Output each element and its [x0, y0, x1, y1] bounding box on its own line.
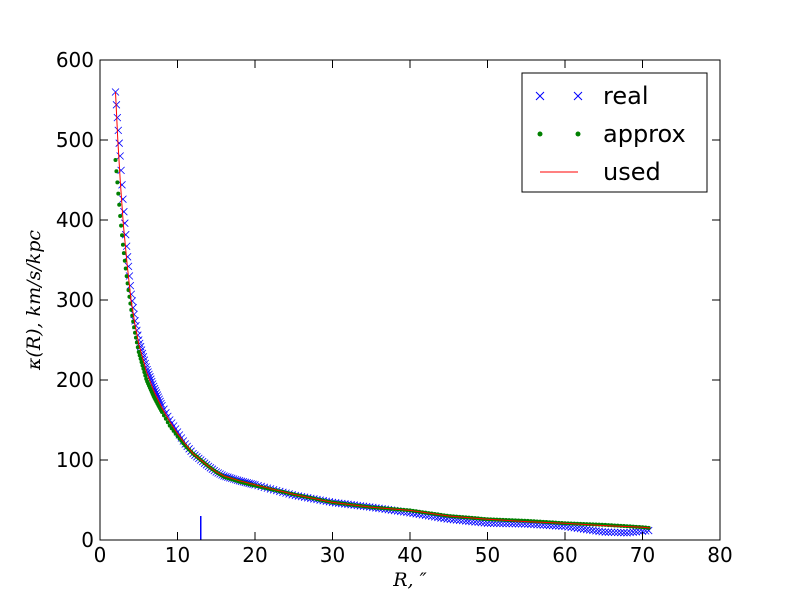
y-tick-label: 400	[56, 208, 94, 232]
data-point-real	[121, 230, 130, 239]
legend-marker-approx	[575, 131, 581, 137]
data-point-real	[626, 528, 634, 537]
data-point-approx	[122, 258, 127, 263]
data-point-real	[623, 529, 631, 537]
legend-label-used: used	[603, 158, 661, 186]
x-tick-label: 50	[475, 543, 500, 567]
data-point-approx	[141, 366, 146, 371]
data-point-real	[613, 528, 622, 537]
data-point-real	[620, 528, 628, 537]
data-point-approx	[165, 420, 170, 425]
data-point-real	[617, 528, 625, 537]
data-point-approx	[120, 242, 125, 247]
data-point-real	[125, 272, 134, 280]
data-point-real	[120, 207, 128, 216]
legend-label-approx: approx	[603, 120, 686, 148]
data-point-real	[610, 528, 619, 537]
x-tick-label: 10	[165, 543, 190, 567]
data-point-approx	[161, 413, 166, 418]
data-point-real	[607, 528, 616, 537]
x-tick-label: 60	[552, 543, 577, 567]
data-point-approx	[136, 350, 141, 354]
data-point-real	[635, 527, 644, 536]
y-tick-label: 100	[56, 448, 94, 472]
data-point-real	[598, 527, 606, 536]
data-point-real	[595, 527, 603, 536]
y-tick-label: 200	[56, 368, 94, 392]
legend-marker-real	[573, 91, 583, 101]
legend-label-real: real	[603, 82, 648, 110]
legend-box	[521, 72, 708, 193]
data-point-real	[119, 195, 127, 203]
x-tick-label: 20	[242, 543, 267, 567]
legend-marker-approx	[537, 131, 543, 137]
data-point-approx	[113, 158, 118, 162]
data-point-approx	[118, 214, 123, 218]
data-point-approx	[135, 345, 140, 350]
data-point-real	[117, 166, 125, 175]
data-point-approx	[139, 360, 144, 365]
data-point-approx	[163, 416, 168, 421]
series-approx	[113, 158, 651, 530]
data-point-real	[601, 528, 610, 536]
data-point-real	[592, 527, 600, 535]
data-point-real	[629, 528, 637, 536]
data-point-approx	[143, 373, 148, 378]
series-used	[115, 91, 651, 529]
y-tick-label: 600	[56, 48, 94, 72]
data-point-real	[118, 181, 126, 189]
data-point-approx	[115, 180, 120, 185]
data-point-approx	[140, 363, 145, 368]
data-point-real	[114, 126, 123, 135]
data-point-approx	[116, 191, 121, 196]
x-tick-label: 0	[94, 543, 107, 567]
x-tick-label: 70	[630, 543, 655, 567]
data-layer	[111, 88, 653, 540]
data-point-approx	[121, 251, 126, 256]
series-line-used	[115, 91, 651, 529]
x-tick-label: 40	[397, 543, 422, 567]
data-point-approx	[138, 356, 143, 361]
data-point-real	[582, 525, 591, 534]
data-point-approx	[160, 410, 164, 414]
x-axis-label: R, ″	[392, 569, 426, 591]
legend: real approx used	[521, 72, 708, 193]
y-tick-label: 500	[56, 128, 94, 152]
data-point-approx	[120, 233, 125, 238]
legend-marker-real	[535, 91, 545, 101]
data-point-approx	[123, 266, 128, 271]
data-point-real	[589, 526, 597, 535]
data-point-real	[116, 152, 124, 160]
y-tick-label: 300	[56, 288, 94, 312]
data-point-real	[579, 525, 588, 533]
y-axis-label: κ(R), km/s/kpc	[23, 230, 45, 371]
axes: 0 10 20 30 40 50 60 70 80 0 100 200 300 400 500 600	[56, 48, 733, 567]
x-tick-label: 80	[707, 543, 732, 567]
data-point-real	[115, 139, 124, 147]
x-tick-label: 30	[320, 543, 345, 567]
data-point-approx	[124, 274, 129, 279]
data-point-real	[573, 524, 582, 532]
y-tick-label: 0	[81, 528, 94, 552]
data-point-real	[632, 528, 641, 536]
data-point-approx	[137, 353, 142, 358]
data-point-approx	[119, 223, 124, 228]
data-point-real	[576, 524, 585, 533]
data-point-approx	[117, 202, 122, 207]
data-point-real	[604, 528, 613, 536]
data-point-approx	[114, 169, 119, 174]
data-point-real	[113, 113, 122, 122]
data-point-approx	[142, 370, 147, 375]
data-point-real	[586, 526, 594, 534]
